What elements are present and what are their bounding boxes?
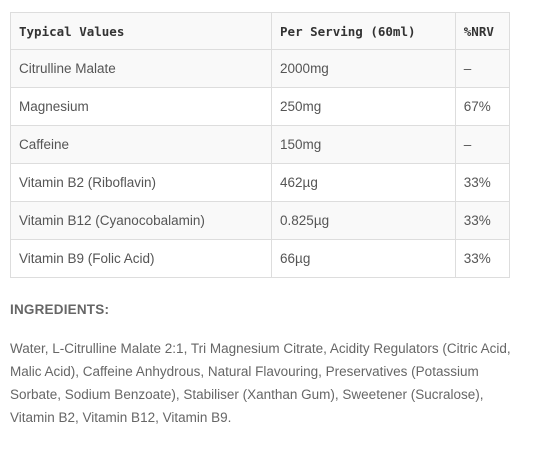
- header-typical-values: Typical Values: [9, 12, 273, 50]
- nutrient-name: Vitamin B12 (Cyanocobalamin): [9, 201, 273, 240]
- nutrient-name: Vitamin B2 (Riboflavin): [9, 163, 273, 202]
- nutrient-serving: 2000mg: [271, 49, 456, 88]
- nutrient-serving: 462µg: [271, 163, 456, 202]
- nutrient-nrv: 33%: [454, 201, 511, 240]
- table-row: Caffeine 150mg –: [9, 125, 511, 164]
- nutrient-name: Citrulline Malate: [9, 49, 273, 88]
- table-row: Vitamin B2 (Riboflavin) 462µg 33%: [9, 163, 511, 202]
- nutrient-serving: 66µg: [271, 239, 456, 278]
- nutrient-name: Caffeine: [9, 125, 273, 164]
- nutrient-nrv: –: [454, 49, 511, 88]
- nutrition-table: Typical Values Per Serving (60ml) %NRV C…: [9, 12, 511, 278]
- nutrient-nrv: –: [454, 125, 511, 164]
- nutrient-nrv: 33%: [454, 163, 511, 202]
- header-per-serving: Per Serving (60ml): [271, 12, 456, 50]
- nutrient-name: Magnesium: [9, 87, 273, 126]
- table-row: Magnesium 250mg 67%: [9, 87, 511, 126]
- ingredients-heading: INGREDIENTS:: [10, 302, 110, 317]
- ingredients-text: Water, L-Citrulline Malate 2:1, Tri Magn…: [10, 341, 511, 425]
- nutrient-serving: 250mg: [271, 87, 456, 126]
- nutrient-nrv: 67%: [454, 87, 511, 126]
- header-nrv: %NRV: [454, 12, 511, 50]
- nutrient-name: Vitamin B9 (Folic Acid): [9, 239, 273, 278]
- nutrient-nrv: 33%: [454, 239, 511, 278]
- nutrient-serving: 150mg: [271, 125, 456, 164]
- table-row: Citrulline Malate 2000mg –: [9, 49, 511, 88]
- table-header-row: Typical Values Per Serving (60ml) %NRV: [9, 12, 511, 50]
- nutrient-serving: 0.825µg: [271, 201, 456, 240]
- table-row: Vitamin B9 (Folic Acid) 66µg 33%: [9, 239, 511, 278]
- table-row: Vitamin B12 (Cyanocobalamin) 0.825µg 33%: [9, 201, 511, 240]
